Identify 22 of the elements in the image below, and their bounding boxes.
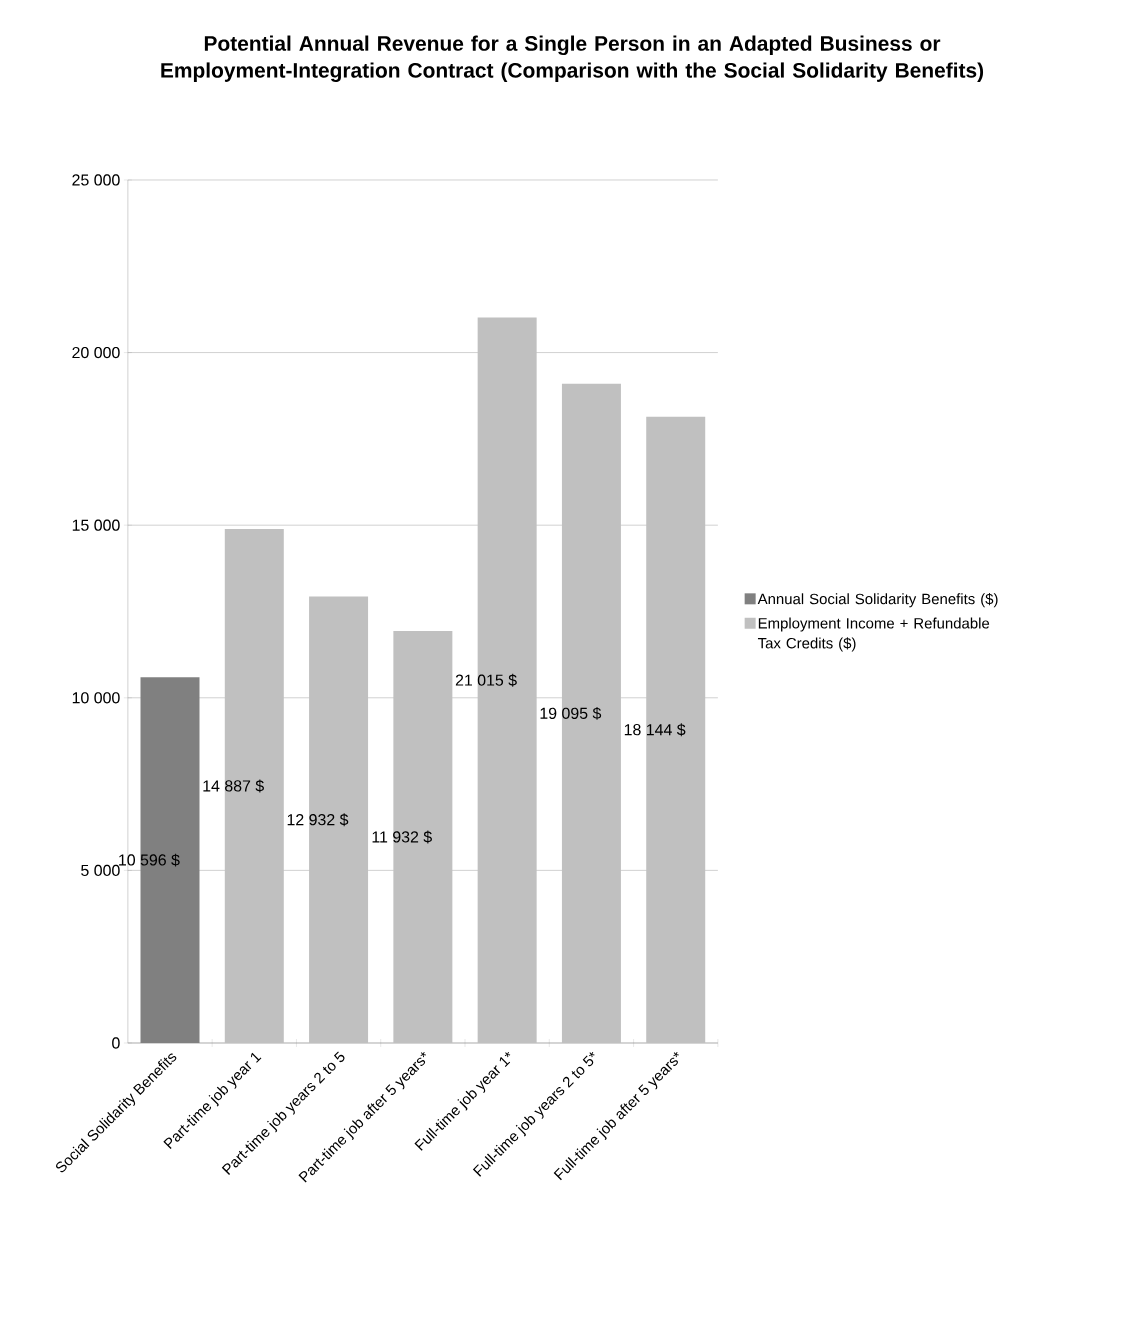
data-label: 12 932 $ — [287, 813, 349, 827]
legend-label: Annual Social Solidarity Benefits ($) — [757, 593, 998, 608]
data-label: 21 015 $ — [455, 673, 517, 687]
y-tick-label: 15 000 — [72, 519, 120, 531]
y-tick-label: 5 000 — [81, 864, 120, 877]
y-tick-label: 20 000 — [72, 346, 120, 359]
bar — [646, 416, 706, 1043]
data-label: 18 144 $ — [624, 723, 686, 737]
data-label: 11 932 $ — [372, 830, 432, 844]
data-label: 19 095 $ — [540, 706, 602, 720]
bar — [477, 317, 537, 1043]
chart-title: Potential Annual Revenue for a Single Person in an Adapted Business or Employment-Integration Contract (Comparison with the Social Solidarity Benefits) — [161, 35, 984, 82]
bar — [224, 529, 284, 1043]
bar — [309, 596, 369, 1043]
y-tick-label: 25 000 — [72, 174, 120, 186]
data-label: 14 887 $ — [203, 779, 264, 793]
y-tick-label: 0 — [112, 1037, 120, 1049]
y-tick-label: 10 000 — [72, 692, 120, 704]
legend-label: Employment Income + Refundable Tax Credits ($) — [757, 617, 990, 652]
bar — [393, 631, 453, 1043]
bar — [561, 383, 621, 1043]
data-label: 10 596 $ — [119, 853, 180, 867]
